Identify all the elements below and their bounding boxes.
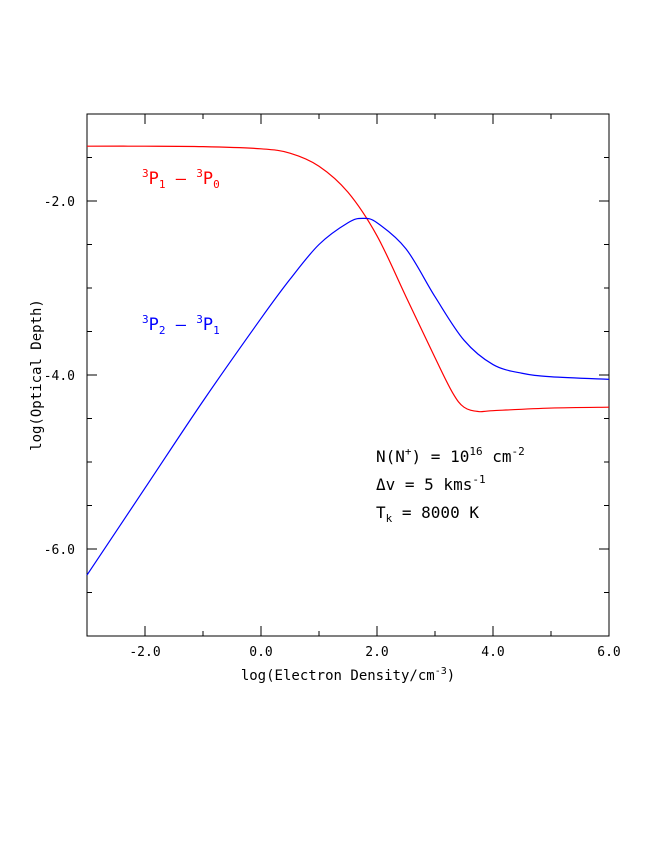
annotation-temperature: Tk = 8000 K — [376, 503, 479, 525]
annotation-velocity: Δv = 5 kms-1 — [376, 473, 486, 494]
x-tick-label: 4.0 — [481, 645, 504, 660]
y-tick-label: -4.0 — [44, 369, 75, 384]
y-tick-label: -6.0 — [44, 543, 75, 558]
x-tick-label: 2.0 — [365, 645, 388, 660]
red-curve-label: 3P1 – 3P0 — [142, 167, 220, 191]
red-curve-3p1-3p0 — [86, 145, 610, 413]
x-axis-title: log(Electron Density/cm-3) — [241, 666, 455, 684]
blue-curve-3p2-3p1 — [86, 217, 610, 576]
annotation-column-density: N(N+) = 1016 cm-2 — [376, 445, 525, 466]
y-axis-title: log(Optical Depth) — [29, 299, 45, 451]
x-tick-label: -2.0 — [129, 645, 160, 660]
x-tick-label: 6.0 — [597, 645, 620, 660]
y-tick-label: -2.0 — [44, 195, 75, 210]
blue-curve-label: 3P2 – 3P1 — [142, 313, 220, 337]
x-tick-label: 0.0 — [249, 645, 272, 660]
